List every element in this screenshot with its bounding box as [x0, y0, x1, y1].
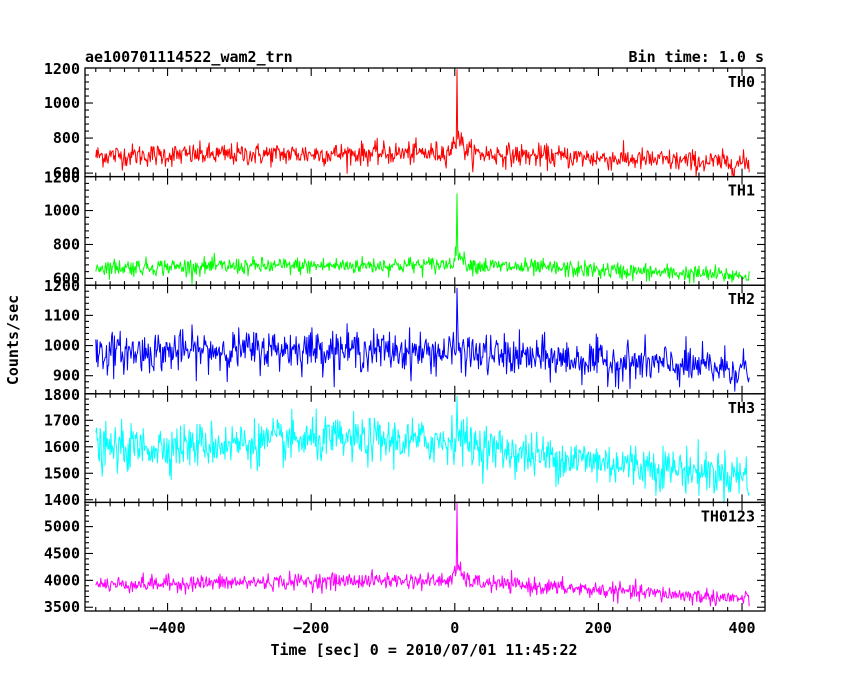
y-tick-label: 5000	[44, 518, 80, 536]
series-th1-line	[95, 193, 750, 285]
panel-label-th3: TH3	[728, 399, 755, 417]
x-tick-label: 200	[585, 619, 612, 637]
panel-th0: 600 800 1000 1200 TH0	[44, 60, 766, 182]
panel-frame	[84, 501, 766, 612]
x-tick-label: −400	[150, 619, 186, 637]
y-tick-label: 600	[53, 269, 80, 287]
y-tick-label: 1400	[44, 491, 80, 509]
y-axis-title: Counts/sec	[4, 295, 22, 385]
panel-label-th1: TH1	[728, 182, 755, 200]
y-tick-label: 600	[53, 164, 80, 182]
x-axis-title: Time [sec] 0 = 2010/07/01 11:45:22	[270, 641, 577, 659]
y-tick-label: 1700	[44, 411, 80, 429]
series-th0123-line	[95, 503, 750, 607]
panel-frame	[84, 284, 766, 395]
series-th2-line	[95, 287, 750, 392]
y-tick-label: 4500	[44, 544, 80, 562]
x-tick-label: 0	[450, 619, 459, 637]
bin-time-label: Bin time: 1.0 s	[629, 48, 764, 66]
panel-th2: 900 1000 1100 1200 TH2	[44, 277, 766, 395]
y-tick-label: 800	[53, 235, 80, 253]
panel-th1: 600 800 1000 1200 TH1	[44, 169, 766, 287]
y-tick-label-top: 1200	[44, 169, 80, 187]
y-tick-label: 1000	[44, 94, 80, 112]
panel-th0123: 3500 4000 4500 5000 TH0123	[44, 501, 766, 616]
y-tick-label: 3500	[44, 598, 80, 616]
y-tick-label: 1600	[44, 438, 80, 456]
panel-label-th2: TH2	[728, 290, 755, 308]
series-th0-line	[95, 69, 750, 177]
y-tick-label: 1500	[44, 464, 80, 482]
y-tick-label: 1000	[44, 337, 80, 355]
y-tick-label: 900	[53, 367, 80, 385]
y-tick-label: 4000	[44, 571, 80, 589]
x-tick-label: −200	[293, 619, 329, 637]
panel-label-th0123: TH0123	[701, 507, 755, 525]
y-tick-label: 1000	[44, 202, 80, 220]
x-tick-label: 400	[728, 619, 755, 637]
y-tick-label-top: 1800	[44, 386, 80, 404]
panel-th3: 1400 1500 1600 1700 1800 TH3	[44, 386, 766, 509]
y-tick-label-top: 1200	[44, 277, 80, 295]
series-th3-line	[95, 395, 750, 503]
y-tick-label: 1100	[44, 306, 80, 324]
y-tick-label: 800	[53, 129, 80, 147]
panel-label-th0: TH0	[728, 73, 755, 91]
chart-title: ae100701114522_wam2_trn	[85, 48, 293, 66]
y-tick-label-top: 1200	[44, 60, 80, 78]
panels-group: 600 800 1000 1200 TH0 600 800 1000 1200 TH1 900 100…	[44, 60, 766, 637]
